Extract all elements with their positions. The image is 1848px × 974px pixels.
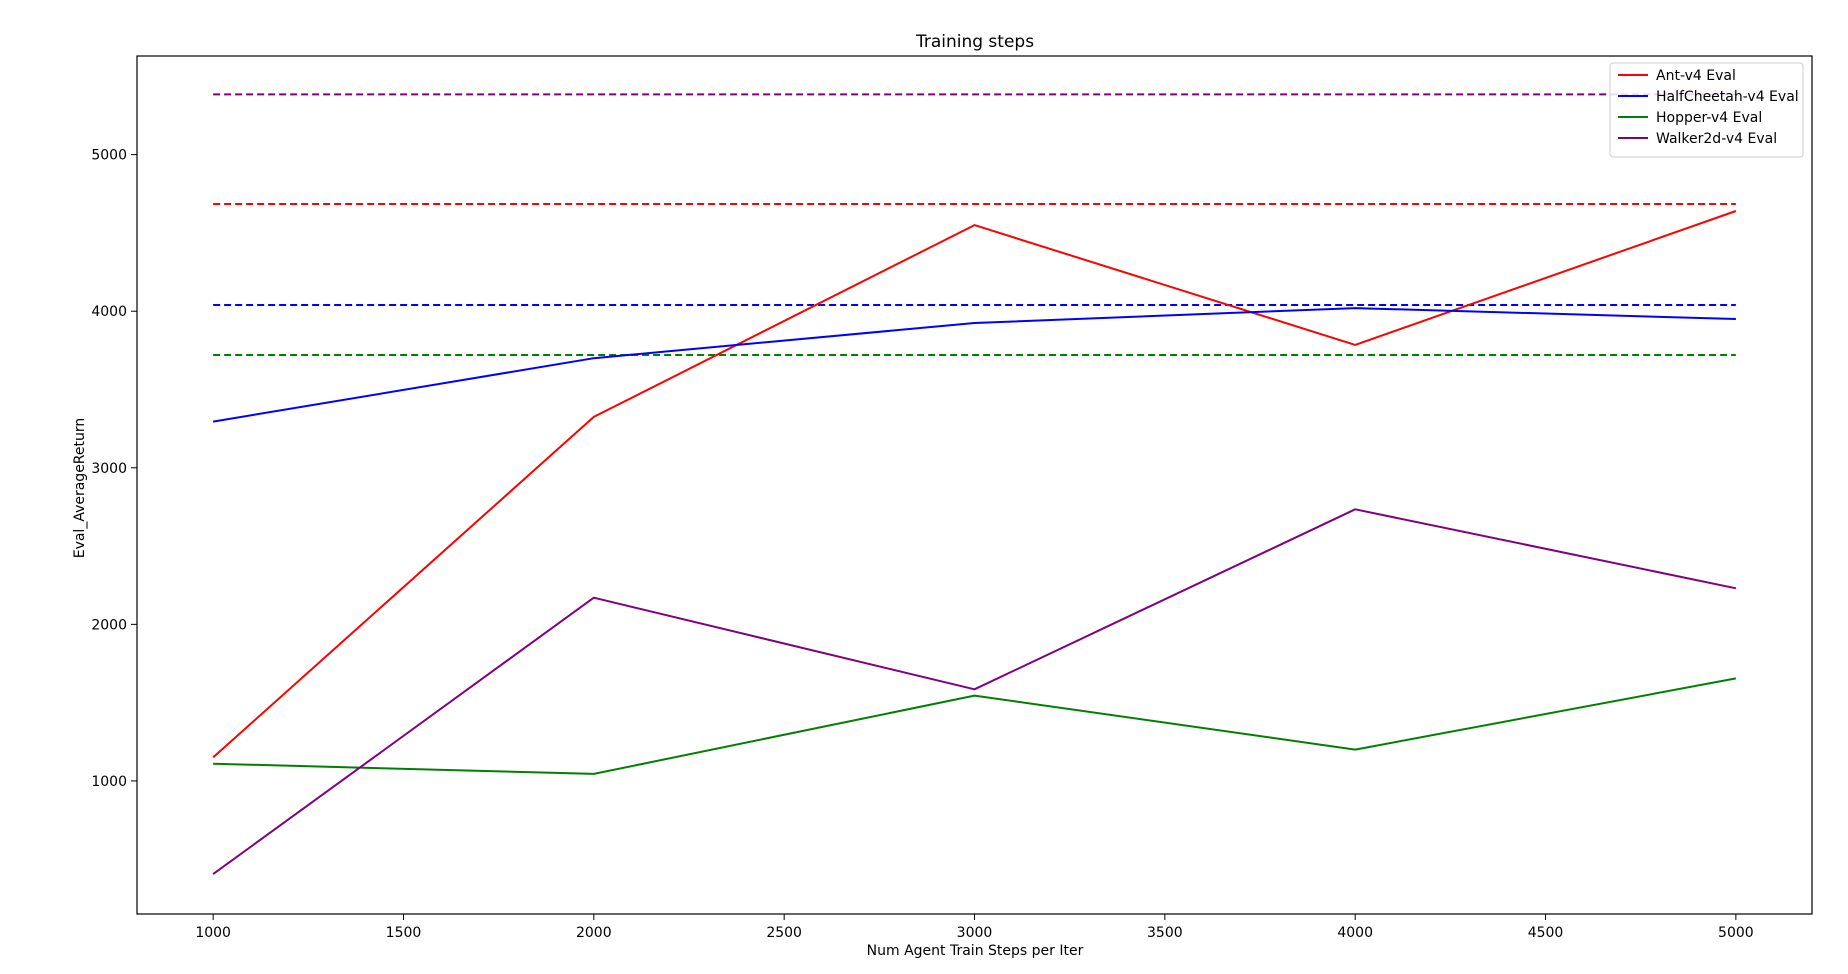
series-line-3: [212, 508, 1737, 875]
y-tick-label: 3000: [91, 461, 127, 477]
x-tick-label: 1000: [195, 925, 231, 941]
x-tick-label: 2000: [576, 925, 612, 941]
axes: 1000 1500 2000 2500 3000 3500 4000 4500 5000 1000…: [91, 55, 1813, 941]
x-tick-label: 3000: [957, 925, 993, 941]
series-line-0: [212, 210, 1737, 759]
y-tick-label: 4000: [91, 304, 127, 320]
x-tick-label: 5000: [1718, 925, 1754, 941]
x-tick-label: 3500: [1147, 925, 1183, 941]
legend-label-3: Walker2d-v4 Eval: [1656, 131, 1777, 147]
series-line-2: [213, 677, 1737, 775]
chart-title: Training steps: [915, 32, 1034, 52]
legend-label-2: Hopper-v4 Eval: [1656, 110, 1762, 126]
legend: Ant-v4 Eval HalfCheetah-v4 Eval Hopper-v4 …: [1609, 62, 1804, 158]
legend-label-1: HalfCheetah-v4 Eval: [1656, 89, 1799, 105]
series-line-1: [212, 307, 1736, 423]
x-tick-label: 4500: [1528, 925, 1564, 941]
reference-lines: [213, 93, 1736, 357]
y-tick-label: 1000: [91, 774, 127, 790]
series-lines: [212, 210, 1737, 875]
y-axis-label: Eval_AverageReturn: [72, 418, 88, 559]
x-tick-label: 4000: [1337, 925, 1373, 941]
legend-label-0: Ant-v4 Eval: [1656, 68, 1736, 84]
y-tick-label: 5000: [91, 148, 127, 164]
x-tick-label: 2500: [766, 925, 802, 941]
y-tick-label: 2000: [91, 617, 127, 633]
x-axis-label: Num Agent Train Steps per Iter: [867, 943, 1084, 959]
x-tick-label: 1500: [386, 925, 422, 941]
legend-box: [1609, 62, 1804, 158]
